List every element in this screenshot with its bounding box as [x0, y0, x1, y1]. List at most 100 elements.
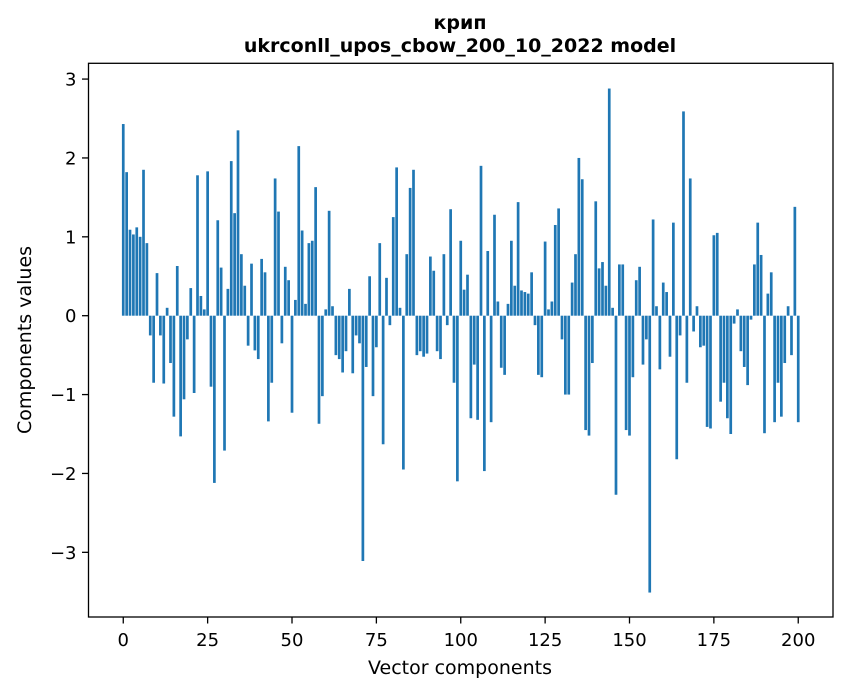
bar: [510, 240, 513, 316]
bar: [432, 270, 436, 316]
bar: [749, 315, 753, 320]
bar: [726, 315, 729, 419]
bar: [435, 315, 439, 352]
chart-title-line1: крип: [434, 12, 487, 34]
bar: [732, 315, 736, 324]
bar: [601, 262, 604, 316]
bar: [267, 315, 270, 422]
bar: [469, 315, 473, 419]
x-tick-label: 200: [781, 630, 815, 651]
bar: [739, 315, 743, 352]
x-tick-label: 25: [196, 630, 219, 651]
bar: [199, 295, 203, 316]
bar: [182, 315, 186, 400]
bar: [135, 227, 139, 316]
bar: [520, 290, 523, 316]
bar: [577, 157, 581, 316]
bar: [159, 315, 162, 336]
bar: [769, 272, 773, 316]
bar: [628, 315, 631, 436]
bar: [415, 315, 419, 356]
bar: [125, 172, 128, 316]
bar: [422, 315, 425, 357]
bar: [172, 315, 176, 417]
bar: [641, 315, 645, 365]
bar: [476, 315, 479, 420]
bar: [132, 234, 135, 316]
bar: [506, 303, 510, 316]
bar: [587, 315, 591, 436]
bar: [439, 315, 442, 360]
bar: [223, 315, 226, 451]
bar: [496, 301, 500, 316]
bar: [395, 167, 398, 316]
bar: [540, 315, 544, 378]
bar: [705, 315, 709, 427]
bar: [175, 266, 179, 316]
bar: [783, 315, 787, 364]
bar: [493, 214, 496, 316]
bar: [523, 292, 527, 316]
y-tick-label: 1: [65, 227, 76, 248]
bar: [486, 251, 490, 316]
bar: [516, 202, 520, 316]
bar: [192, 315, 196, 393]
bar: [685, 315, 689, 383]
y-axis-label: Components values: [14, 246, 36, 434]
bar: [513, 285, 517, 316]
bar: [668, 315, 672, 357]
bar: [543, 241, 547, 316]
bar: [597, 268, 601, 316]
chart-title-line2: ukrconll_upos_cbow_200_10_2022 model: [244, 35, 676, 57]
bar: [351, 315, 355, 374]
bar: [442, 254, 446, 316]
y-tick-label: −1: [50, 385, 77, 406]
bar: [763, 315, 766, 434]
bar: [273, 178, 277, 316]
bar: [155, 273, 159, 316]
bar: [148, 315, 152, 336]
bar: [304, 303, 307, 316]
bar: [138, 236, 142, 316]
bar: [796, 315, 800, 423]
bar: [256, 315, 260, 360]
bar: [591, 315, 594, 364]
bar: [466, 274, 469, 316]
bar: [206, 171, 209, 316]
bar: [364, 315, 368, 367]
bar: [702, 315, 706, 346]
x-tick-label: 175: [697, 630, 731, 651]
bar: [631, 315, 635, 378]
bar: [564, 315, 567, 395]
bar: [145, 243, 149, 316]
bar: [712, 235, 716, 316]
bar: [142, 169, 145, 316]
bar: [128, 229, 132, 316]
bar: [216, 220, 220, 316]
bar: [121, 124, 125, 316]
bar: [229, 161, 233, 316]
x-tick-label: 50: [281, 630, 304, 651]
bar: [661, 282, 665, 316]
bar: [790, 315, 793, 356]
bar: [334, 315, 338, 356]
bar: [580, 179, 584, 316]
bar: [503, 315, 506, 375]
bar: [189, 288, 193, 316]
bar: [611, 307, 614, 316]
bar: [341, 315, 344, 373]
bar: [682, 111, 685, 316]
bar: [331, 306, 334, 316]
bar: [243, 285, 247, 316]
x-tick-label: 125: [528, 630, 562, 651]
bar: [162, 315, 166, 384]
bar: [638, 266, 641, 316]
bar: [462, 289, 466, 316]
bar: [560, 315, 564, 340]
bar: [378, 243, 382, 316]
bar: [388, 315, 392, 326]
bar: [624, 315, 628, 431]
bar: [385, 277, 388, 316]
bar: [260, 258, 263, 316]
axes-group: [82, 62, 834, 624]
